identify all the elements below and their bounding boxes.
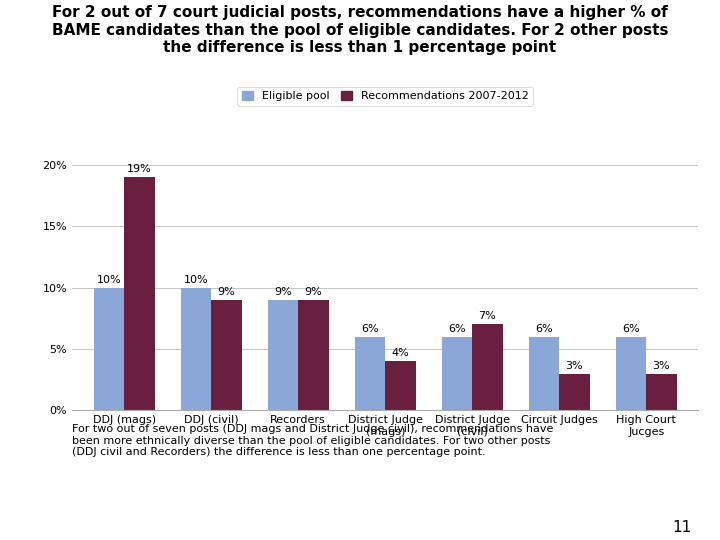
Text: 19%: 19% (127, 164, 152, 174)
Legend: Eligible pool, Recommendations 2007-2012: Eligible pool, Recommendations 2007-2012 (238, 86, 533, 105)
Bar (298, 300, 328, 410)
Bar (442, 337, 472, 410)
Text: 9%: 9% (217, 287, 235, 297)
Text: 9%: 9% (274, 287, 292, 297)
Text: 7%: 7% (479, 312, 496, 321)
Text: For two out of seven posts (DDJ mags and District Judge civil), recommendations : For two out of seven posts (DDJ mags and… (72, 424, 554, 457)
Text: 9%: 9% (305, 287, 323, 297)
Text: 3%: 3% (652, 361, 670, 370)
Bar (528, 337, 559, 410)
Text: 6%: 6% (361, 323, 379, 334)
Bar (94, 288, 124, 410)
Bar (559, 374, 590, 410)
Text: 3%: 3% (566, 361, 583, 370)
Text: 6%: 6% (448, 323, 466, 334)
Bar (268, 300, 298, 410)
Bar (472, 325, 503, 410)
Text: 6%: 6% (535, 323, 553, 334)
Bar (211, 300, 242, 410)
Bar (124, 177, 155, 410)
Text: For 2 out of 7 court judicial posts, recommendations have a higher % of
BAME can: For 2 out of 7 court judicial posts, rec… (52, 5, 668, 55)
Text: 4%: 4% (392, 348, 409, 358)
Bar (355, 337, 385, 410)
Text: 10%: 10% (184, 275, 208, 285)
Text: 11: 11 (672, 519, 691, 535)
Text: 10%: 10% (96, 275, 121, 285)
Bar (616, 337, 647, 410)
Bar (647, 374, 677, 410)
Bar (181, 288, 211, 410)
Text: 6%: 6% (622, 323, 640, 334)
Bar (385, 361, 415, 410)
